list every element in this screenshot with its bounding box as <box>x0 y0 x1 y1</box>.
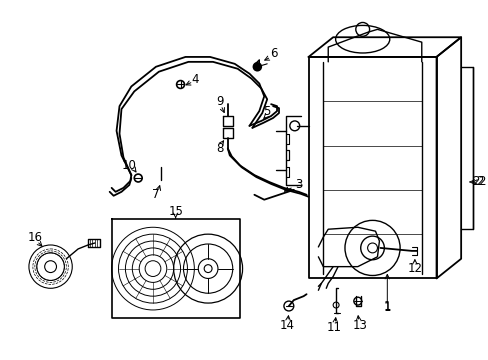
Text: 1: 1 <box>383 300 390 312</box>
Text: 14: 14 <box>279 319 294 332</box>
Text: 2: 2 <box>477 175 485 189</box>
Text: 13: 13 <box>351 319 366 332</box>
Text: 2: 2 <box>475 175 483 189</box>
Text: 11: 11 <box>326 321 341 334</box>
Text: 9: 9 <box>216 95 223 108</box>
Text: 4: 4 <box>191 73 199 86</box>
Circle shape <box>253 63 261 71</box>
Text: 6: 6 <box>270 48 277 60</box>
Text: 15: 15 <box>168 205 183 218</box>
Text: 12: 12 <box>407 262 422 275</box>
Text: 16: 16 <box>27 231 42 244</box>
Text: 1: 1 <box>383 301 390 315</box>
Text: 5: 5 <box>263 105 270 118</box>
Text: 8: 8 <box>216 142 223 155</box>
Text: 10: 10 <box>122 159 137 172</box>
Text: 7: 7 <box>152 188 160 201</box>
Text: 3: 3 <box>294 179 302 192</box>
Text: 2: 2 <box>471 175 479 189</box>
